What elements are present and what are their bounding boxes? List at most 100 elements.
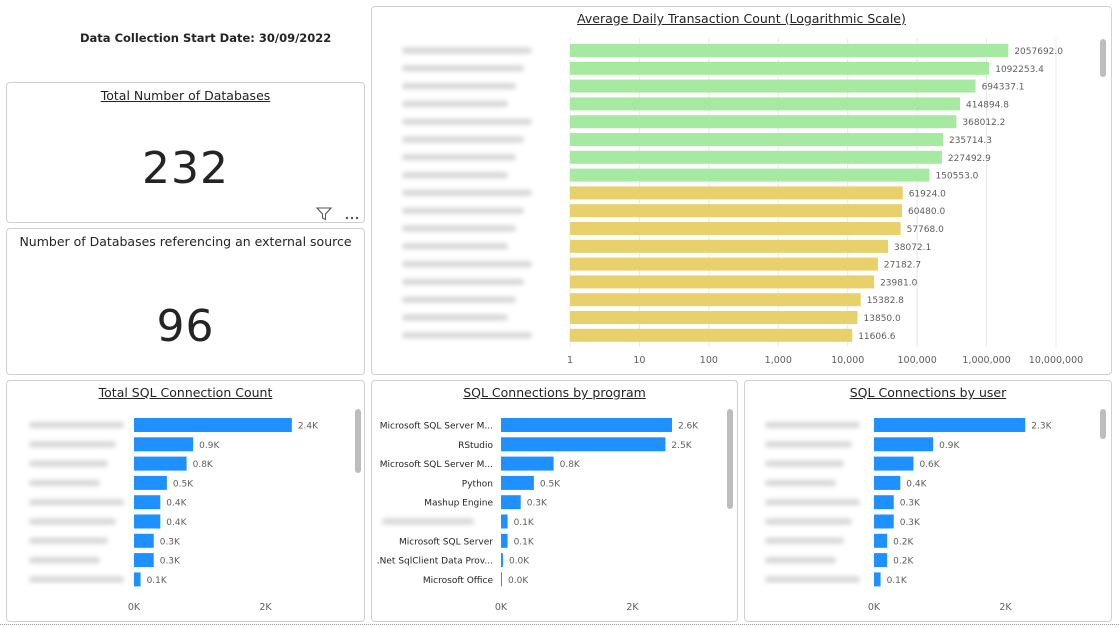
- bar: [501, 418, 672, 432]
- data-label: 2.6K: [678, 422, 699, 432]
- data-label: 235714.3: [949, 136, 992, 146]
- bar: [874, 475, 901, 490]
- bar: [874, 533, 888, 548]
- data-label: 0.4K: [166, 499, 187, 509]
- data-label: 150553.0: [935, 172, 978, 182]
- redacted-category-label: [765, 557, 836, 564]
- x-tick-label: 10,000,000: [1029, 355, 1083, 366]
- bar: [570, 61, 990, 75]
- scrollbar[interactable]: [727, 409, 733, 509]
- start-date-value: 30/09/2022: [258, 31, 332, 45]
- category-label: Microsoft SQL Server: [399, 537, 493, 547]
- bar: [570, 168, 930, 182]
- scrollbar[interactable]: [1100, 409, 1106, 439]
- total-sql-chart: 0K 2K 2.4K 0.9K 0.8K 0.5K 0.4K 0.4K 0.3K 0.3K 0.1K: [29, 418, 319, 613]
- total-sql-card[interactable]: Total SQL Connection Count 0K 2K 2.4K 0.9K 0…: [6, 380, 365, 622]
- data-label: 0.3K: [900, 499, 921, 509]
- data-label: 2057692.0: [1014, 47, 1063, 57]
- scrollbar[interactable]: [1100, 39, 1106, 77]
- redacted-category-label: [765, 479, 836, 486]
- redacted-category-label: [29, 557, 100, 564]
- category-label: Microsoft Office: [423, 576, 494, 586]
- redacted-category-label: [402, 332, 532, 339]
- bar: [501, 514, 508, 529]
- redacted-category-label: [402, 154, 516, 161]
- x-tick-label: 10,000: [831, 355, 864, 366]
- bar: [501, 572, 502, 587]
- data-label: 227492.9: [948, 154, 991, 164]
- data-label: 0.0K: [509, 557, 530, 567]
- x-tick-label: 0K: [128, 602, 141, 613]
- x-tick-label: 0K: [495, 602, 508, 613]
- x-tick-label: 1,000,000: [962, 355, 1010, 366]
- data-label: 2.5K: [671, 441, 692, 451]
- bar: [501, 456, 554, 471]
- scrollbar[interactable]: [355, 409, 361, 473]
- filter-icon[interactable]: [315, 207, 334, 225]
- redacted-category-label: [765, 460, 844, 467]
- data-label: 23981.0: [880, 278, 917, 288]
- bar: [874, 572, 881, 587]
- x-tick-label: 2K: [626, 602, 639, 613]
- data-label: 0.0K: [508, 576, 529, 586]
- bar: [874, 495, 894, 510]
- data-label: 0.8K: [193, 460, 214, 470]
- data-label: 60480.0: [908, 207, 945, 217]
- bar: [874, 418, 1026, 432]
- category-label: .Net SqlClient Data Prov...: [377, 557, 493, 567]
- bar: [570, 204, 902, 218]
- redacted-category-label: [402, 207, 524, 214]
- kpi-total-card[interactable]: Total Number of Databases 232: [6, 82, 365, 223]
- redacted-category-label: [402, 261, 532, 268]
- avg-daily-title: Average Daily Transaction Count (Logarit…: [577, 11, 906, 26]
- data-label: 0.5K: [173, 479, 194, 489]
- by-user-title: SQL Connections by user: [849, 385, 1007, 400]
- by-program-card[interactable]: SQL Connections by program 0K 2K Microsoft…: [371, 380, 738, 622]
- redacted-category-label: [402, 47, 532, 54]
- visual-header-toolbar: [315, 207, 360, 225]
- bar: [570, 79, 976, 93]
- data-label: 57768.0: [907, 225, 944, 235]
- data-label: 0.3K: [527, 499, 548, 509]
- redacted-category-label: [402, 225, 516, 232]
- total-sql-title: Total SQL Connection Count: [98, 385, 273, 400]
- x-tick-label: 0K: [868, 602, 881, 613]
- redacted-category-label: [29, 537, 108, 544]
- bar: [570, 222, 901, 235]
- redacted-category-label: [29, 460, 108, 467]
- bar: [134, 437, 194, 452]
- data-label: 0.8K: [560, 460, 581, 470]
- data-label: 0.3K: [160, 557, 181, 567]
- redacted-category-label: [29, 479, 100, 486]
- category-label: Microsoft SQL Server M...: [380, 460, 493, 470]
- bar: [570, 115, 957, 129]
- bar: [134, 456, 187, 471]
- x-tick-label: 100,000: [897, 355, 936, 366]
- data-label: 0.1K: [147, 576, 168, 586]
- category-label: RStudio: [458, 441, 493, 451]
- redacted-category-label: [765, 518, 852, 525]
- data-label: 0.4K: [166, 518, 187, 528]
- data-label: 0.9K: [199, 441, 220, 451]
- kpi-external-card[interactable]: Number of Databases referencing an exter…: [6, 228, 365, 375]
- redacted-category-label: [402, 100, 508, 107]
- redacted-category-label: [765, 441, 852, 448]
- by-user-card[interactable]: SQL Connections by user 0K 2K 2.3K 0.9K 0.6K…: [744, 380, 1112, 622]
- more-options-icon[interactable]: [344, 210, 360, 225]
- redacted-category-label: [402, 65, 524, 72]
- bar: [570, 293, 861, 307]
- avg-daily-card[interactable]: Average Daily Transaction Count (Logarit…: [371, 6, 1112, 375]
- bar: [570, 239, 889, 253]
- bar: [874, 437, 934, 452]
- bar: [874, 456, 914, 471]
- data-label: 0.6K: [919, 460, 940, 470]
- redacted-category-label: [402, 243, 508, 250]
- data-label: 27182.7: [884, 261, 921, 271]
- bar: [570, 311, 858, 324]
- redacted-category-label: [29, 441, 116, 448]
- data-label: 61924.0: [909, 189, 946, 199]
- start-date-row: Data Collection Start Date: 30/09/2022: [80, 31, 331, 45]
- redacted-category-label: [402, 296, 516, 303]
- redacted-category-label: [402, 278, 524, 285]
- data-label: 0.4K: [906, 479, 927, 489]
